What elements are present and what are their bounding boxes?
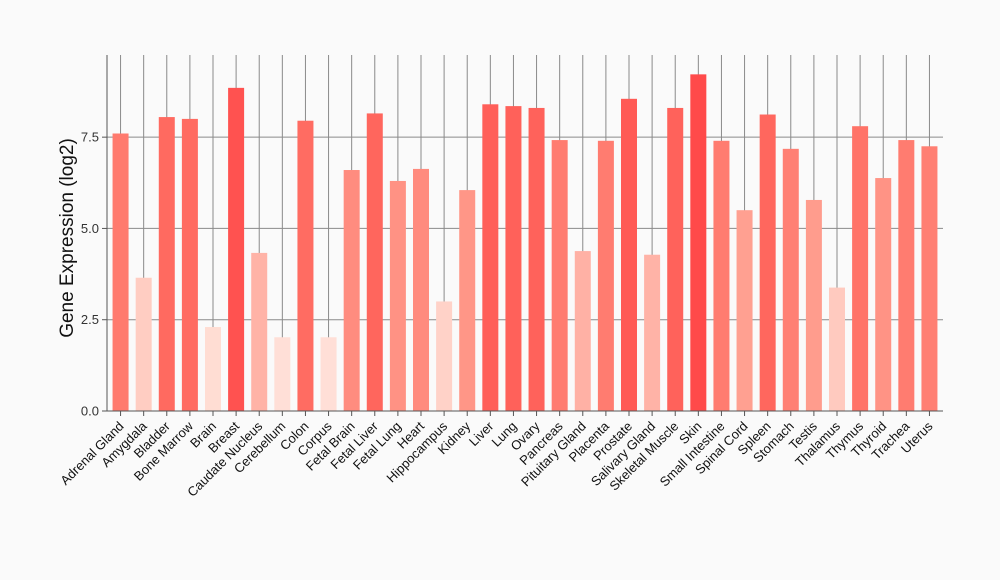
- x-tick-label: Liver: [466, 418, 497, 449]
- bar: [228, 87, 245, 411]
- bar: [413, 168, 429, 411]
- bar: [621, 98, 637, 412]
- bar: [921, 146, 938, 412]
- bar: [320, 337, 337, 411]
- bar: [181, 118, 198, 412]
- bar: [574, 251, 591, 411]
- bar: [112, 133, 129, 411]
- bar: [482, 104, 499, 412]
- horizontal-gridlines: [107, 136, 943, 321]
- bar: [829, 287, 845, 411]
- bar: [551, 140, 568, 411]
- bar: [782, 148, 799, 411]
- bar: [135, 277, 152, 411]
- bar: [759, 114, 776, 411]
- y-tick-label: 7.5: [81, 130, 99, 145]
- y-tick-label: 0.0: [81, 404, 99, 419]
- y-tick-label: 2.5: [81, 312, 99, 327]
- bars: [112, 74, 938, 412]
- bar: [736, 210, 753, 411]
- y-axis-ticks: 0.0 2.5 5.0 7.5: [81, 130, 107, 419]
- bar: [644, 254, 661, 411]
- bar: [205, 327, 221, 411]
- bar: [459, 190, 476, 411]
- bar: [898, 140, 915, 411]
- bar: [343, 170, 360, 411]
- bar: [297, 120, 314, 411]
- bar: [251, 252, 268, 411]
- bar: [528, 107, 545, 411]
- y-tick-label: 5.0: [81, 221, 99, 236]
- bar: [805, 199, 822, 411]
- bar: [158, 117, 175, 412]
- bar: [852, 126, 869, 411]
- bar: [389, 180, 406, 411]
- bar: [690, 74, 707, 411]
- bar: [875, 178, 892, 411]
- bar: [597, 140, 614, 412]
- bar: [713, 140, 730, 412]
- axes: [106, 55, 943, 412]
- bar: [274, 337, 291, 411]
- bar: [436, 301, 453, 411]
- y-axis-title: Gene Expression (log2): [57, 138, 78, 338]
- bar: [667, 107, 684, 411]
- bar: [366, 113, 383, 412]
- bar: [505, 106, 522, 411]
